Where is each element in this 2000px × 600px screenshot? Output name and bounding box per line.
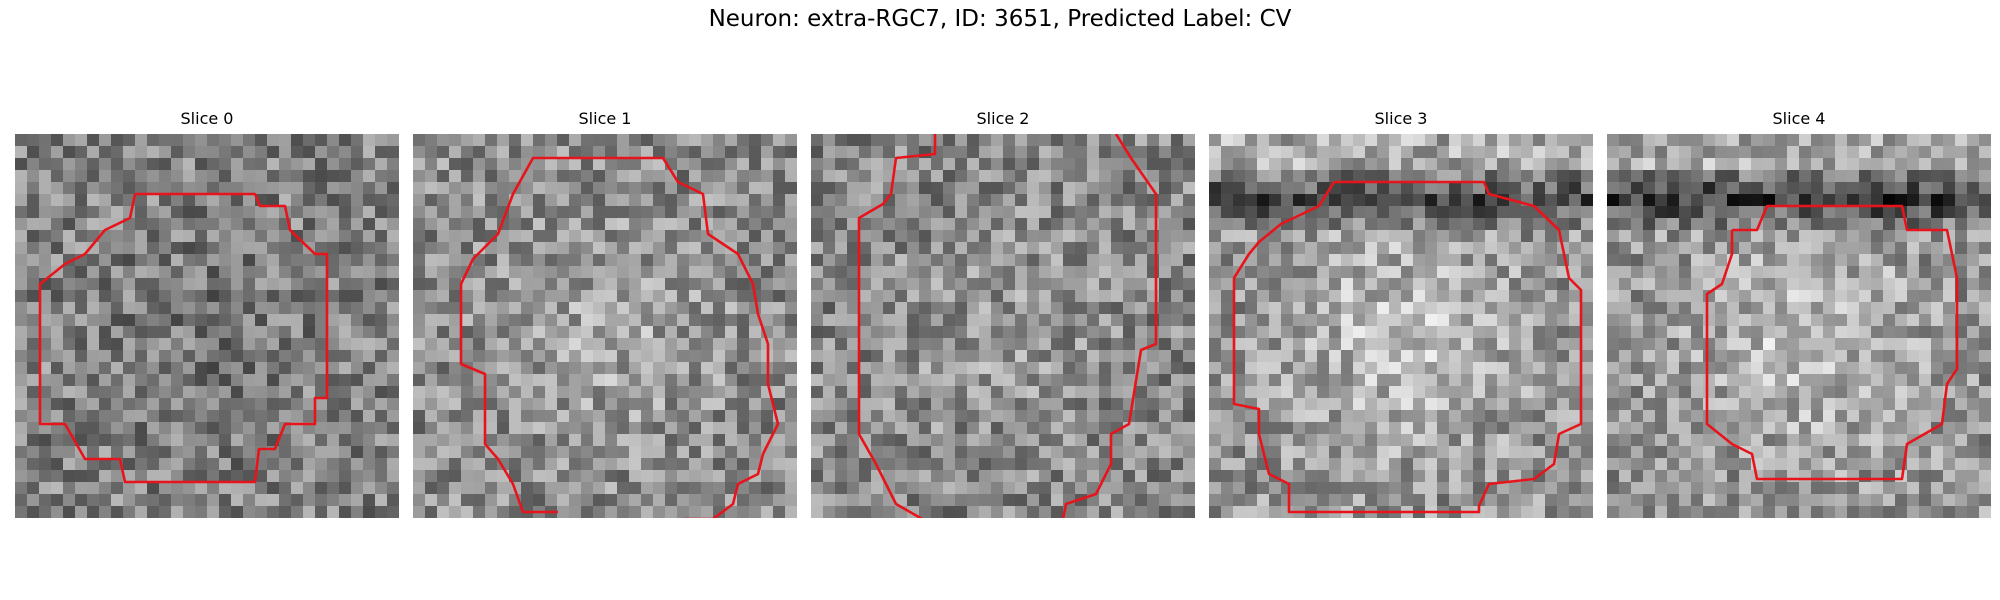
slice-panel-0: Slice 0 <box>15 108 399 130</box>
slice-panel-3: Slice 3 <box>1209 108 1593 130</box>
slice-panel-1: Slice 1 <box>413 108 797 130</box>
roi-outline-4 <box>1607 134 1991 518</box>
slice-title-0: Slice 0 <box>15 108 399 130</box>
slice-title-3: Slice 3 <box>1209 108 1593 130</box>
roi-outline-1 <box>413 134 797 518</box>
slice-title-2: Slice 2 <box>811 108 1195 130</box>
roi-outline-3 <box>1209 134 1593 518</box>
slice-panel-2: Slice 2 <box>811 108 1195 130</box>
roi-outline-0 <box>15 134 399 518</box>
slice-title-4: Slice 4 <box>1607 108 1991 130</box>
figure-title: Neuron: extra-RGC7, ID: 3651, Predicted … <box>0 6 2000 32</box>
roi-outline-2 <box>811 134 1195 518</box>
slice-title-1: Slice 1 <box>413 108 797 130</box>
slice-panel-4: Slice 4 <box>1607 108 1991 130</box>
